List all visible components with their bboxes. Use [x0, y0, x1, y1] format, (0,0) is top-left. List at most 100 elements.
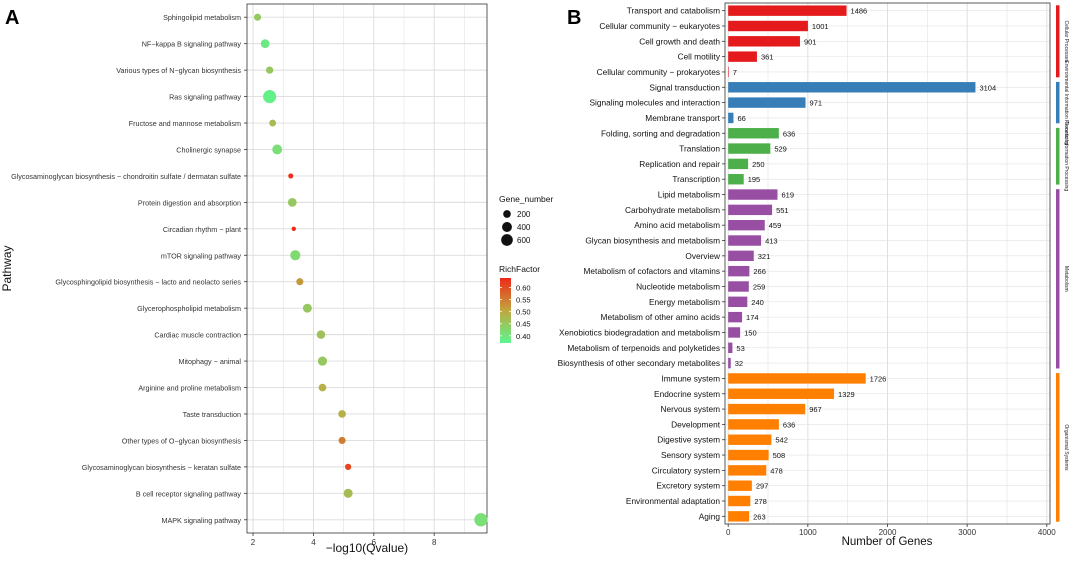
bar: [728, 495, 751, 507]
scatter-y-tick-label: Glycerophospholipid metabolism: [137, 304, 241, 313]
category-strip: [1056, 373, 1060, 522]
bar-value-label: 967: [809, 405, 822, 414]
scatter-y-tick-label: Mitophagy − animal: [178, 357, 241, 366]
panel-b-label: B: [567, 7, 581, 29]
bar-y-tick-label: Energy metabolism: [649, 297, 720, 307]
bar: [728, 311, 743, 323]
bar-y-tick-label: Environmental adaptation: [626, 496, 720, 506]
bar-x-tick-label: 1000: [799, 528, 817, 537]
size-legend-title: Gene_number: [499, 194, 554, 204]
bar: [728, 465, 767, 476]
bar-x-axis-title: Number of Genes: [842, 536, 933, 548]
bar-x-tick-label: 3000: [958, 528, 976, 537]
bar-y-tick-label: Carbohydrate metabolism: [625, 205, 720, 215]
bar-value-label: 619: [781, 191, 794, 200]
scatter-point: [287, 197, 297, 207]
bar: [728, 403, 806, 415]
bar: [728, 342, 733, 353]
bar-value-label: 542: [775, 436, 788, 445]
bar-y-tick-label: Lipid metabolism: [658, 190, 720, 200]
bar: [728, 82, 976, 93]
bar-y-tick-label: Cellular community − prokaryotes: [597, 67, 720, 77]
color-legend-label: 0.45: [516, 320, 531, 329]
bar-y-tick-label: Excretory system: [656, 481, 720, 491]
scatter-point: [272, 144, 283, 155]
scatter-y-tick-label: MAPK signaling pathway: [161, 516, 241, 525]
scatter-point: [265, 66, 274, 74]
scatter-point: [338, 436, 346, 444]
scatter-point: [260, 39, 270, 49]
bar: [728, 36, 800, 47]
category-strip-label: Cellular Processes: [1063, 20, 1069, 62]
bar-value-label: 32: [735, 359, 743, 368]
bar-value-label: 195: [748, 175, 761, 184]
bar-y-tick-label: Signaling molecules and interaction: [589, 98, 720, 108]
scatter-point: [345, 463, 352, 470]
size-legend-label: 200: [517, 210, 531, 219]
bar-y-tick-label: Signal transduction: [649, 82, 720, 92]
bar-value-label: 636: [783, 420, 796, 429]
bar-y-tick-label: Transport and catabolism: [627, 6, 720, 16]
bar: [728, 327, 741, 338]
bar-y-tick-label: Immune system: [661, 373, 720, 383]
bar: [728, 265, 750, 277]
bar-y-tick-label: Overview: [685, 251, 721, 261]
bar-y-tick-label: Xenobiotics biodegradation and metabolis…: [559, 327, 720, 337]
bar-value-label: 529: [774, 145, 787, 154]
scatter-point: [317, 356, 328, 366]
bar-x-tick-label: 0: [726, 528, 731, 537]
bar: [728, 235, 762, 246]
bar-y-tick-label: Translation: [679, 144, 720, 154]
category-strip: [1056, 189, 1060, 369]
bar: [728, 174, 744, 185]
size-legend-circle: [501, 234, 513, 246]
bar-value-label: 297: [756, 482, 769, 491]
bar-y-tick-label: Nucleotide metabolism: [636, 281, 720, 291]
bar-value-label: 174: [746, 313, 759, 322]
bar: [728, 5, 847, 16]
color-legend-label: 0.50: [516, 308, 531, 317]
scatter-y-tick-label: Cardiac muscle contraction: [154, 331, 241, 340]
scatter-x-tick-label: 8: [432, 538, 437, 547]
bar: [728, 128, 779, 139]
category-strip-label: Metabolism: [1063, 266, 1069, 292]
scatter-point: [254, 13, 262, 21]
bar-y-tick-label: Digestive system: [657, 435, 720, 445]
size-legend-circle: [502, 222, 512, 232]
bar-x-tick-label: 4000: [1038, 528, 1056, 537]
bar-value-label: 508: [773, 451, 786, 460]
bar-y-tick-label: Folding, sorting and degradation: [601, 128, 720, 138]
color-legend-bar: [500, 278, 511, 343]
bar-value-label: 321: [758, 252, 771, 261]
bar-y-tick-label: Metabolism of cofactors and vitamins: [584, 266, 721, 276]
scatter-point: [343, 488, 353, 498]
bar-y-tick-label: Cellular community − eukaryotes: [599, 21, 720, 31]
scatter-point: [263, 90, 277, 104]
bar-y-tick-label: Metabolism of terpenoids and polyketides: [567, 343, 720, 353]
scatter-y-tick-label: Ras signaling pathway: [169, 93, 241, 102]
scatter-y-tick-label: Fructose and mannose metabolism: [129, 119, 241, 128]
bar-value-label: 53: [736, 344, 744, 353]
bar-value-label: 266: [753, 267, 766, 276]
scatter-point: [316, 330, 326, 339]
scatter-y-tick-label: Sphingolipid metabolism: [163, 13, 241, 22]
bar: [728, 143, 771, 154]
scatter-y-tick-label: Circadian rhythm − plant: [163, 225, 241, 234]
scatter-point: [269, 119, 277, 127]
bar-y-tick-label: Endocrine system: [654, 389, 720, 399]
bar-y-tick-label: Cell motility: [678, 52, 721, 62]
scatter-y-tick-label: Protein digestion and absorption: [138, 198, 241, 207]
bar: [728, 20, 808, 32]
bar-y-tick-label: Development: [671, 419, 721, 429]
scatter-y-tick-label: Other types of O−glycan biosynthesis: [122, 436, 242, 445]
size-legend-label: 600: [517, 236, 531, 245]
bar: [728, 112, 734, 124]
bar-y-tick-label: Metabolism of other amino acids: [601, 312, 720, 322]
panel-a-label: A: [5, 7, 19, 29]
bar: [728, 480, 752, 491]
bar-value-label: 361: [761, 53, 774, 62]
bar: [728, 51, 757, 62]
bar-y-tick-label: Circulatory system: [652, 465, 720, 475]
bar: [728, 449, 769, 461]
